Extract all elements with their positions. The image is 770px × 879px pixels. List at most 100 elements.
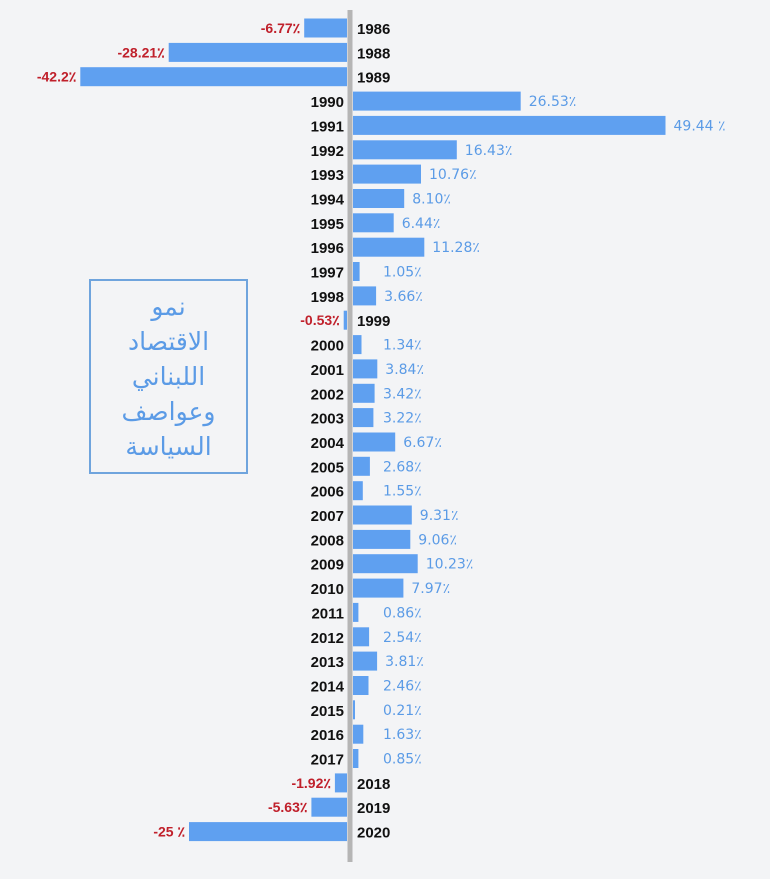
bar-2015: [353, 700, 355, 720]
value-label-2002: 3.42٪: [383, 386, 422, 402]
value-label-1986: -6.77٪: [261, 20, 301, 36]
year-label-1991: 1991: [311, 118, 344, 135]
year-label-2008: 2008: [311, 532, 344, 549]
bar-2000: [353, 335, 362, 355]
year-label-2012: 2012: [311, 630, 344, 647]
value-label-2013: 3.81٪: [385, 654, 424, 670]
bar-1994: [353, 189, 405, 208]
bar-1988: [168, 42, 347, 62]
bar-2009: [353, 554, 418, 574]
year-label-1992: 1992: [311, 143, 344, 160]
bar-2008: [353, 529, 411, 549]
year-label-2020: 2020: [357, 825, 390, 842]
year-label-1995: 1995: [311, 216, 344, 233]
value-label-2014: 2.46٪: [383, 679, 422, 695]
year-label-1997: 1997: [311, 265, 344, 282]
year-label-1998: 1998: [311, 289, 344, 306]
bar-2007: [353, 505, 412, 525]
year-label-2002: 2002: [311, 386, 344, 403]
year-label-2004: 2004: [311, 435, 345, 452]
value-label-1993: 10.76٪: [429, 167, 477, 183]
value-label-1991: 49.44 ٪: [674, 118, 726, 134]
year-label-2018: 2018: [357, 776, 390, 793]
year-label-2005: 2005: [311, 459, 344, 476]
value-label-2006: 1.55٪: [383, 484, 422, 500]
title-line-5: السياسة: [125, 432, 212, 461]
value-label-2005: 2.68٪: [383, 459, 422, 475]
bar-1991: [353, 115, 666, 135]
year-label-2013: 2013: [311, 654, 344, 671]
year-label-2011: 2011: [311, 605, 344, 622]
chart-title-box: نمو الاقتصاد اللبناني وعواصف السياسة: [89, 279, 248, 474]
bar-2014: [353, 676, 369, 695]
title-line-4: وعواصف: [121, 397, 216, 426]
year-label-2006: 2006: [311, 484, 344, 501]
value-label-2010: 7.97٪: [411, 581, 450, 597]
value-label-2017: 0.85٪: [383, 752, 422, 768]
value-label-1997: 1.05٪: [383, 265, 422, 281]
bar-2019: [311, 797, 347, 817]
value-label-2020: -25 ٪: [153, 824, 185, 840]
year-label-1988: 1988: [357, 45, 390, 62]
title-line-1: نمو: [151, 292, 186, 321]
value-label-2001: 3.84٪: [385, 362, 424, 378]
value-label-2009: 10.23٪: [426, 557, 474, 573]
value-label-1996: 11.28٪: [432, 240, 480, 256]
year-label-2001: 2001: [311, 362, 344, 379]
bar-1989: [80, 67, 348, 87]
year-label-2016: 2016: [311, 727, 344, 744]
bar-1996: [353, 237, 425, 257]
bar-1986: [304, 18, 347, 38]
bar-2016: [353, 724, 364, 744]
year-label-2010: 2010: [311, 581, 344, 598]
bar-1999: [343, 310, 347, 330]
year-label-2000: 2000: [311, 338, 344, 355]
value-label-1995: 6.44٪: [402, 216, 441, 232]
value-label-2019: -5.63٪: [268, 799, 308, 815]
bar-2018: [334, 773, 347, 793]
bar-1992: [353, 140, 457, 160]
bar-2002: [353, 383, 375, 403]
year-label-2019: 2019: [357, 800, 390, 817]
year-label-1996: 1996: [311, 240, 344, 257]
year-label-1989: 1989: [357, 70, 390, 87]
year-label-1994: 1994: [311, 192, 345, 209]
value-label-1999: -0.53٪: [300, 312, 340, 328]
year-label-2014: 2014: [311, 679, 345, 696]
year-label-1990: 1990: [311, 94, 344, 111]
value-label-1994: 8.10٪: [412, 192, 451, 208]
title-line-2: الاقتصاد: [127, 327, 210, 356]
value-label-2007: 9.31٪: [420, 508, 459, 524]
value-label-1992: 16.43٪: [465, 143, 513, 159]
value-label-1989: -42.2٪: [37, 69, 77, 85]
value-label-2004: 6.67٪: [403, 435, 442, 451]
bar-1997: [353, 262, 360, 281]
labels-group: 1986 -6.77٪ 1988 -28.21٪ 1989 -42.2٪ 1990 26.53…: [37, 20, 726, 842]
bar-2006: [353, 481, 363, 501]
bar-1998: [353, 286, 377, 306]
title-line-3: اللبناني: [131, 362, 206, 391]
value-label-2016: 1.63٪: [383, 727, 422, 743]
year-label-2007: 2007: [311, 508, 344, 525]
bar-2001: [353, 359, 378, 379]
bar-1990: [353, 91, 521, 111]
bar-2017: [353, 749, 359, 768]
value-label-2000: 1.34٪: [383, 338, 422, 354]
value-label-2008: 9.06٪: [418, 532, 457, 548]
year-label-1999: 1999: [357, 313, 390, 330]
bar-2012: [353, 627, 370, 647]
value-label-2012: 2.54٪: [383, 630, 422, 646]
year-label-1986: 1986: [357, 21, 390, 38]
value-label-1988: -28.21٪: [117, 44, 165, 60]
bar-2003: [353, 408, 374, 428]
year-label-2009: 2009: [311, 557, 344, 574]
year-label-2003: 2003: [311, 411, 344, 428]
year-label-2015: 2015: [311, 703, 344, 720]
bar-2013: [353, 651, 378, 671]
value-label-1998: 3.66٪: [384, 289, 423, 305]
value-label-2011: 0.86٪: [383, 605, 422, 621]
bar-2005: [353, 456, 370, 476]
value-label-2015: 0.21٪: [383, 703, 422, 719]
